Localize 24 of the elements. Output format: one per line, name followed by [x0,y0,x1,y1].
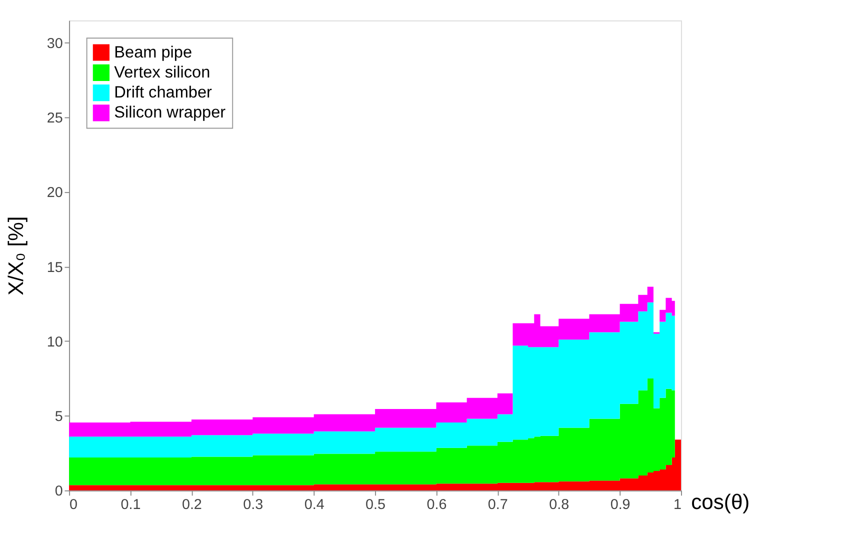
x-tick-label: 0.3 [243,497,264,514]
x-tick-label: 0.6 [426,497,447,514]
x-tick-label: 0.4 [304,497,324,514]
x-axis-title: cos(θ) [691,491,750,514]
legend-label: Vertex silicon [114,63,210,82]
x-tick-label: 0 [70,497,78,514]
x-tick-label: 0.2 [182,497,202,514]
legend-label: Silicon wrapper [114,104,226,122]
y-tick-label: 0 [54,484,63,500]
x-tick-label: 0.1 [120,497,141,514]
y-tick-label: 10 [46,334,63,350]
y-tick-label: 15 [46,260,63,276]
y-tick-label: 25 [46,110,63,127]
x-tick-label: 0.8 [549,497,570,514]
x-tick-label: 0.7 [488,497,508,514]
x-tick-label: 0.5 [366,497,386,514]
y-tick-label: 5 [54,409,63,426]
y-axis-title: X/X₀ [%] [4,216,28,296]
legend-label: Drift chamber [114,84,213,102]
x-tick-label: 1 [674,497,682,514]
x-tick-label: 0.9 [610,497,630,514]
legend-label: Beam pipe [114,43,192,62]
y-tick-label: 20 [46,185,63,202]
y-tick-label: 30 [46,36,63,52]
